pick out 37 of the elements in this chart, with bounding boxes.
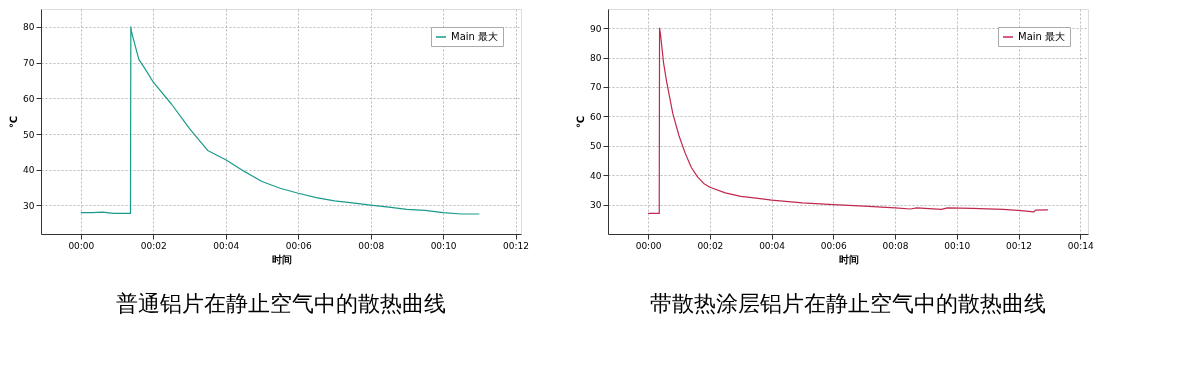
x-axis-title: 时间 bbox=[838, 253, 859, 265]
x-tick-label: 00:00 bbox=[635, 240, 662, 251]
y-tick-label: 40 bbox=[590, 170, 602, 181]
x-tick-label: 00:12 bbox=[1006, 240, 1033, 251]
y-tick-label: 50 bbox=[590, 141, 602, 152]
x-tick-label: 00:12 bbox=[503, 240, 530, 251]
x-tick-label: 00:06 bbox=[820, 240, 848, 251]
y-tick-label: 90 bbox=[590, 23, 602, 34]
x-tick-label: 00:04 bbox=[759, 240, 786, 251]
x-tick-label: 00:10 bbox=[944, 240, 971, 251]
y-tick-label: 80 bbox=[590, 53, 602, 64]
y-tick-label: 60 bbox=[23, 93, 35, 104]
y-tick-label: 30 bbox=[590, 200, 602, 211]
x-axis-title: 时间 bbox=[271, 253, 292, 265]
x-tick-label: 00:02 bbox=[697, 240, 724, 251]
x-tick-label: 00:06 bbox=[285, 240, 312, 251]
x-tick-label: 00:08 bbox=[882, 240, 909, 251]
y-tick-label: 70 bbox=[590, 82, 602, 93]
text: 带散热涂层铝片在静止空气中的散热曲线 bbox=[650, 291, 1046, 316]
x-tick-label: 00:14 bbox=[1067, 240, 1095, 251]
y-tick-label: 60 bbox=[590, 111, 602, 122]
y-tick-label: 50 bbox=[23, 129, 35, 140]
y-axis-title: ℃ bbox=[575, 115, 587, 129]
x-tick-label: 00:10 bbox=[430, 240, 457, 251]
y-tick-label: 30 bbox=[23, 200, 35, 211]
y-tick-label: 40 bbox=[23, 165, 35, 176]
legend-label: Main 最大 bbox=[451, 31, 499, 42]
x-tick-label: 00:04 bbox=[213, 240, 240, 251]
x-tick-label: 00:00 bbox=[68, 240, 95, 251]
y-axis-title: ℃ bbox=[8, 115, 20, 129]
legend-label: Main 最大 bbox=[1018, 31, 1066, 42]
y-tick-label: 70 bbox=[23, 58, 35, 69]
line-series bbox=[80, 26, 480, 215]
y-tick-label: 80 bbox=[23, 22, 35, 33]
x-tick-label: 00:02 bbox=[140, 240, 167, 251]
text: 普通铝片在静止空气中的散热曲线 bbox=[116, 291, 446, 316]
x-tick-label: 00:08 bbox=[358, 240, 385, 251]
